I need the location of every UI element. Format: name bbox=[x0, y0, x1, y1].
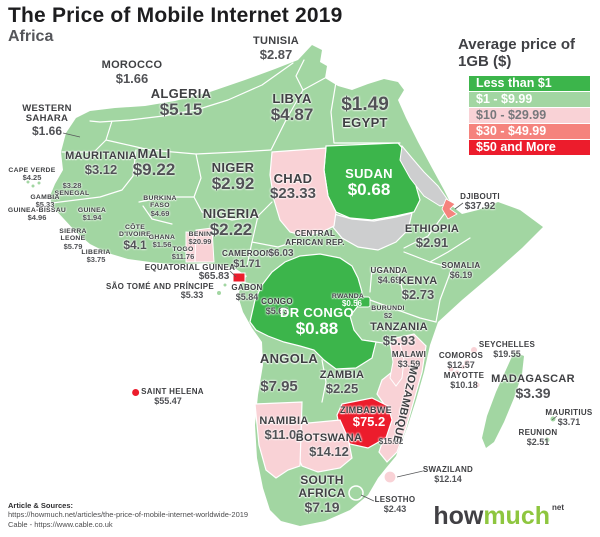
comoros-dot bbox=[448, 366, 454, 372]
chad-shape bbox=[269, 147, 337, 237]
sources-heading: Article & Sources: bbox=[8, 501, 74, 510]
namibia-shape bbox=[254, 401, 303, 479]
djibouti-shape bbox=[441, 198, 458, 220]
legend: Average price of 1GB ($) Less than $1 $1… bbox=[458, 36, 590, 156]
togo-shape bbox=[185, 231, 197, 263]
swaziland-shape bbox=[383, 470, 397, 484]
reunion-dot bbox=[544, 437, 550, 443]
page-subtitle: Africa bbox=[8, 28, 54, 45]
malawi-shape bbox=[389, 341, 405, 387]
cape-verde-dot bbox=[31, 184, 35, 188]
botswana-shape bbox=[293, 419, 353, 473]
cape-verde-dot bbox=[26, 180, 30, 184]
comoros-dot bbox=[454, 370, 460, 376]
legend-bin-4: $30 - $49.99 bbox=[469, 123, 590, 139]
principe-dot bbox=[223, 283, 227, 287]
comoros-dot bbox=[461, 365, 465, 369]
legend-bin-1: Less than $1 bbox=[469, 75, 590, 91]
madagascar-shape bbox=[482, 352, 524, 448]
south-sudan-shape-no-data bbox=[331, 212, 413, 251]
label-pointer-lines bbox=[48, 132, 558, 502]
logo-net: net bbox=[552, 503, 564, 512]
seychelles-dot bbox=[464, 360, 470, 366]
cape-verde-dot bbox=[37, 181, 41, 185]
sources-footer: Article & Sources: https://howmuch.net/a… bbox=[8, 501, 248, 529]
legend-bin-5: $50 and More bbox=[469, 139, 590, 155]
page-title: The Price of Mobile Internet 2019 bbox=[8, 4, 343, 27]
legend-title: Average price of 1GB ($) bbox=[458, 36, 575, 71]
benin-shape bbox=[194, 227, 215, 263]
logo-much: much bbox=[483, 502, 550, 530]
equatorial-guinea-shape bbox=[232, 272, 246, 283]
rwanda-shape bbox=[356, 296, 371, 308]
logo-how: how bbox=[433, 502, 484, 530]
country-borders bbox=[51, 59, 471, 403]
lesotho-shape bbox=[348, 485, 364, 501]
dr-congo-shape bbox=[249, 253, 377, 370]
seychelles-dot bbox=[471, 347, 477, 353]
legend-bin-2: $1 - $9.99 bbox=[469, 91, 590, 107]
sao-tome-dot bbox=[217, 291, 221, 295]
howmuch-logo: howmuch net bbox=[433, 502, 564, 531]
legend-bin-3: $10 - $29.99 bbox=[469, 107, 590, 123]
source-link-cable[interactable]: Cable - https://www.cable.co.uk bbox=[8, 519, 113, 529]
source-link-howmuch[interactable]: https://howmuch.net/articles/the-price-o… bbox=[8, 510, 249, 520]
mayotte-dot bbox=[474, 382, 480, 388]
